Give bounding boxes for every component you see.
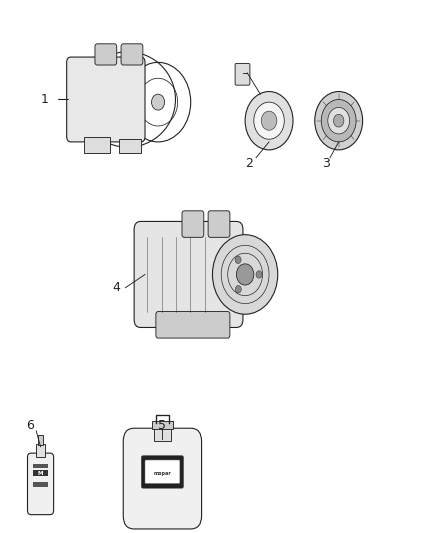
Circle shape [328,108,350,134]
Circle shape [212,235,278,314]
FancyBboxPatch shape [235,63,250,85]
Bar [39,434,43,445]
Bar [119,139,141,152]
Text: 3: 3 [321,157,329,169]
FancyBboxPatch shape [121,44,143,65]
Text: 6: 6 [26,419,34,432]
Text: 4: 4 [113,281,120,294]
Bar [33,470,48,476]
FancyBboxPatch shape [28,453,53,515]
Text: mopar: mopar [154,471,171,477]
FancyBboxPatch shape [134,221,243,327]
FancyBboxPatch shape [141,456,184,488]
Bar [36,444,45,457]
Text: M: M [38,471,43,476]
Bar [33,464,48,468]
FancyBboxPatch shape [67,57,145,142]
Circle shape [235,256,241,263]
Bar [152,421,173,429]
Circle shape [237,264,254,285]
Circle shape [245,92,293,150]
Circle shape [235,286,241,293]
FancyBboxPatch shape [208,211,230,237]
FancyBboxPatch shape [156,312,230,338]
Text: 5: 5 [159,419,166,432]
Bar [154,428,171,441]
Circle shape [261,111,277,130]
Circle shape [254,102,284,139]
FancyBboxPatch shape [123,428,201,529]
Circle shape [333,114,344,127]
FancyBboxPatch shape [145,460,180,483]
Text: 2: 2 [246,157,254,169]
Bar [33,482,48,487]
FancyBboxPatch shape [95,44,117,65]
Bar [84,136,110,152]
Text: 1: 1 [41,93,49,106]
Circle shape [321,100,356,142]
Circle shape [152,94,165,110]
FancyBboxPatch shape [182,211,204,237]
Circle shape [256,271,262,278]
Circle shape [315,92,363,150]
